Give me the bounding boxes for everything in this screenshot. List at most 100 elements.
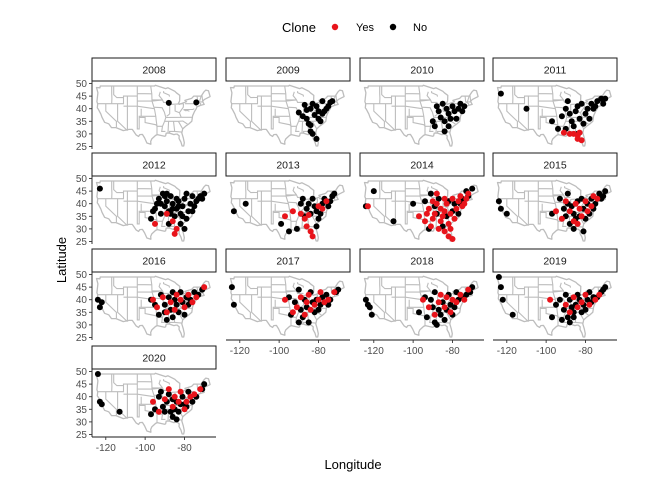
- data-point-no: [293, 225, 300, 232]
- data-point-yes: [445, 220, 452, 227]
- y-tick-label: 30: [76, 320, 88, 331]
- data-point-yes: [315, 296, 322, 303]
- data-point-yes: [566, 130, 573, 137]
- data-point-yes: [451, 215, 458, 222]
- data-point-no: [576, 115, 583, 122]
- data-point-no: [431, 289, 438, 296]
- facet-strip: [492, 248, 618, 273]
- data-point-no: [453, 115, 460, 122]
- facet-strip: [225, 57, 351, 82]
- data-point-yes: [449, 195, 456, 202]
- data-point-no: [495, 198, 502, 205]
- data-point-no: [497, 284, 504, 291]
- y-tick-label: 25: [76, 430, 88, 441]
- y-tick-label: 45: [76, 380, 88, 391]
- facet-strip-label: 2012: [142, 160, 166, 172]
- data-point-yes: [435, 299, 442, 306]
- data-point-no: [439, 100, 446, 107]
- data-point-yes: [297, 210, 304, 217]
- data-point-no: [189, 193, 196, 200]
- data-point-yes: [154, 304, 160, 311]
- data-point-yes: [301, 215, 308, 222]
- data-point-no: [169, 200, 176, 207]
- data-point-no: [582, 306, 589, 313]
- data-point-yes: [423, 210, 430, 217]
- data-point-no: [230, 208, 237, 215]
- data-point-no: [437, 114, 444, 121]
- data-point-no: [509, 311, 516, 318]
- data-point-no: [441, 128, 448, 135]
- data-point-no: [175, 408, 182, 415]
- facet-strip-label: 2020: [142, 353, 166, 365]
- y-tick-label: 30: [76, 417, 88, 428]
- data-point-yes: [303, 299, 310, 306]
- y-tick-label: 45: [76, 92, 88, 103]
- data-point-no: [307, 122, 314, 129]
- data-point-yes: [562, 301, 569, 308]
- data-point-no: [319, 98, 326, 105]
- data-point-yes: [596, 291, 603, 298]
- data-point-no: [423, 314, 430, 321]
- data-point-yes: [293, 304, 300, 311]
- data-point-yes: [425, 304, 432, 311]
- data-point-no: [410, 200, 417, 207]
- facet-strip: [91, 57, 217, 82]
- data-point-no: [433, 103, 440, 110]
- data-point-no: [570, 314, 577, 321]
- data-point-yes: [441, 304, 448, 311]
- data-point-no: [169, 314, 176, 321]
- data-point-yes: [175, 398, 182, 405]
- data-point-yes: [364, 203, 371, 210]
- facet-panel: 2019 -120 -100 -80: [492, 248, 618, 357]
- data-point-no: [173, 416, 180, 423]
- data-point-no: [586, 115, 593, 122]
- data-point-no: [295, 319, 302, 326]
- x-tick-label: -100: [269, 346, 289, 357]
- data-point-yes: [163, 210, 170, 217]
- data-point-no: [161, 301, 168, 308]
- data-point-yes: [152, 220, 158, 227]
- facet-strip-label: 2013: [276, 160, 300, 172]
- data-point-yes: [582, 291, 589, 298]
- facet-strip-label: 2015: [543, 160, 567, 172]
- legend: Clone Yes No: [282, 20, 427, 35]
- data-point-no: [148, 411, 154, 418]
- data-point-no: [278, 220, 285, 227]
- y-tick-label: 35: [76, 308, 88, 319]
- facet-strip-label: 2014: [410, 160, 434, 172]
- data-point-no: [94, 371, 101, 377]
- data-point-yes: [171, 306, 178, 313]
- data-point-no: [317, 118, 324, 125]
- data-point-no: [305, 319, 312, 326]
- data-point-no: [427, 190, 434, 197]
- data-point-yes: [323, 198, 330, 205]
- data-point-no: [564, 314, 571, 321]
- facet-strip: [359, 57, 485, 82]
- data-point-no: [179, 393, 186, 400]
- data-point-no: [309, 195, 316, 202]
- x-tick-label: -120: [96, 443, 116, 454]
- data-point-no: [451, 304, 458, 311]
- data-point-yes: [171, 393, 178, 400]
- facet-strip: [225, 248, 351, 273]
- data-point-no: [447, 115, 454, 122]
- data-point-no: [566, 319, 573, 326]
- data-point-no: [592, 103, 599, 110]
- data-point-yes: [431, 210, 438, 217]
- data-point-yes: [173, 291, 180, 298]
- data-point-no: [459, 108, 466, 115]
- facet-strip-label: 2016: [142, 256, 166, 268]
- data-point-yes: [416, 213, 422, 220]
- data-point-no: [189, 398, 196, 405]
- data-point-yes: [181, 406, 188, 413]
- data-point-no: [325, 203, 332, 210]
- data-point-yes: [584, 208, 591, 215]
- y-tick-label: 45: [76, 283, 88, 294]
- data-point-yes: [181, 304, 188, 311]
- data-point-no: [570, 225, 577, 232]
- data-point-no: [291, 299, 298, 306]
- data-point-no: [600, 100, 607, 107]
- data-point-no: [295, 286, 302, 293]
- x-tick-label: -100: [135, 443, 155, 454]
- data-point-no: [431, 123, 438, 130]
